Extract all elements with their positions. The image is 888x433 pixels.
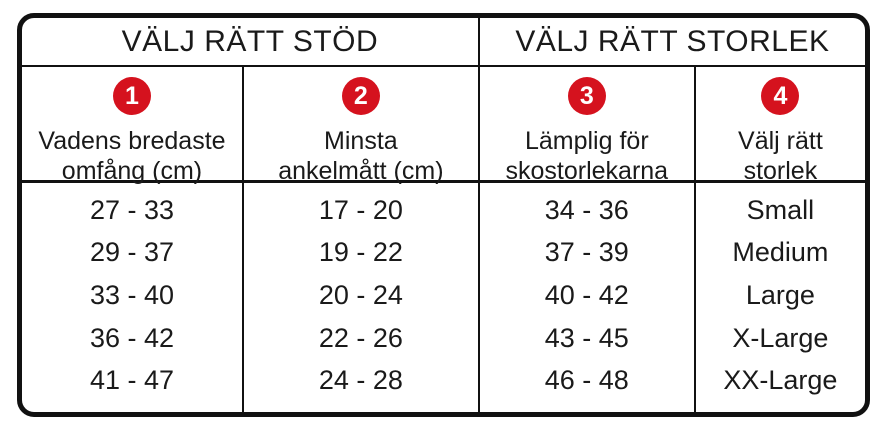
label-line: Vadens bredaste: [38, 127, 226, 155]
column-header-ankle-measure: 2 Minsta ankelmått (cm): [244, 67, 480, 186]
table-cell: 34 - 36: [544, 194, 629, 225]
table-cell: 17 - 20: [318, 194, 403, 225]
column-header-label: Vadens bredaste omfång (cm): [38, 127, 225, 186]
table-cell: 33 - 40: [89, 279, 174, 310]
table-cell: XX-Large: [723, 365, 838, 396]
data-grid: 27 - 33 29 - 37 33 - 40 36 - 42 41 - 47 …: [22, 183, 865, 412]
label-line: skostorlekarna: [505, 156, 669, 185]
label-line: omfång (cm): [61, 156, 203, 185]
step-2-badge: 2: [341, 77, 380, 115]
group-header-size: VÄLJ RÄTT STORLEK: [480, 18, 865, 65]
table-cell: Large: [745, 279, 815, 310]
table-cell: 36 - 42: [89, 322, 174, 353]
data-column-calf-circumference: 27 - 33 29 - 37 33 - 40 36 - 42 41 - 47: [22, 183, 244, 412]
data-column-size-name: Small Medium Large X-Large XX-Large: [696, 183, 865, 412]
label-line: Minsta: [324, 127, 398, 155]
sizing-table: VÄLJ RÄTT STÖD VÄLJ RÄTT STORLEK 1 Vaden…: [17, 13, 870, 417]
column-header-row: 1 Vadens bredaste omfång (cm) 2 Minsta a…: [22, 67, 865, 186]
column-header-shoe-sizes: 3 Lämplig för skostorlekarna: [480, 67, 696, 186]
label-line: storlek: [743, 156, 818, 185]
table-cell: 40 - 42: [544, 279, 629, 310]
column-header-calf-circumference: 1 Vadens bredaste omfång (cm): [22, 67, 244, 186]
table-cell: 37 - 39: [544, 237, 629, 268]
step-3-badge: 3: [567, 77, 606, 115]
data-column-shoe-sizes: 34 - 36 37 - 39 40 - 42 43 - 45 46 - 48: [480, 183, 696, 412]
label-line: ankelmått (cm): [278, 156, 444, 185]
column-header-label: Välj rätt storlek: [738, 127, 823, 186]
column-header-label: Lämplig för skostorlekarna: [506, 127, 669, 186]
table-cell: X-Large: [732, 322, 829, 353]
table-cell: 22 - 26: [318, 322, 403, 353]
table-cell: 20 - 24: [318, 279, 403, 310]
step-1-badge: 1: [112, 77, 151, 115]
group-header-support-label: VÄLJ RÄTT STÖD: [121, 24, 379, 58]
group-header-size-label: VÄLJ RÄTT STORLEK: [515, 24, 830, 58]
column-header-choose-size: 4 Välj rätt storlek: [696, 67, 865, 186]
label-line: Lämplig för: [524, 127, 649, 155]
column-header-label: Minsta ankelmått (cm): [278, 127, 443, 186]
table-cell: 27 - 33: [89, 194, 174, 225]
table-cell: 19 - 22: [318, 237, 403, 268]
table-cell: 43 - 45: [544, 322, 629, 353]
table-cell: 41 - 47: [89, 365, 174, 396]
table-cell: 46 - 48: [544, 365, 629, 396]
table-cell: 29 - 37: [89, 237, 174, 268]
group-header-row: VÄLJ RÄTT STÖD VÄLJ RÄTT STORLEK: [22, 18, 865, 67]
table-cell: Small: [746, 194, 815, 225]
table-cell: 24 - 28: [318, 365, 403, 396]
data-column-ankle-measure: 17 - 20 19 - 22 20 - 24 22 - 26 24 - 28: [244, 183, 480, 412]
group-header-support: VÄLJ RÄTT STÖD: [22, 18, 480, 65]
label-line: Välj rätt: [738, 127, 823, 155]
step-4-badge: 4: [761, 77, 800, 115]
table-cell: Medium: [732, 237, 829, 268]
